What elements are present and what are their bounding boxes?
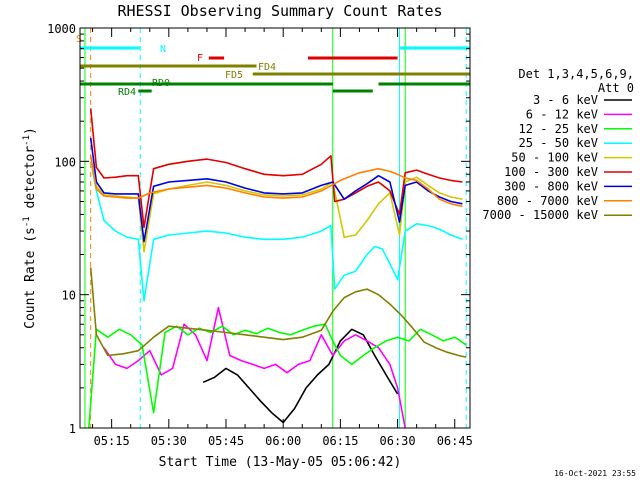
series-line <box>89 155 463 208</box>
y-label-end: ) <box>23 127 38 135</box>
legend-label: 300 - 800 keV <box>504 179 598 193</box>
series-line <box>89 108 463 229</box>
y-label-sup2: -1 <box>22 135 32 146</box>
series-line <box>89 137 463 243</box>
y-label-main: Count Rate (s <box>23 227 38 329</box>
flag-label: S <box>76 34 82 45</box>
timestamp: 16-Oct-2021 23:55 <box>554 469 636 478</box>
plot-frame <box>79 27 471 429</box>
legend-header-2: Att 0 <box>598 81 634 95</box>
x-tick-label: 06:30 <box>380 434 416 448</box>
legend-label: 12 - 25 keV <box>519 122 598 136</box>
series-line <box>89 161 463 302</box>
y-tick-label: 10 <box>62 289 76 303</box>
series-line <box>103 306 406 429</box>
legend-label: 25 - 50 keV <box>519 136 598 150</box>
axis-layer: 1000 100 10 1 05:15 05:30 05:45 06:00 06:15 06:30… <box>47 22 473 448</box>
y-label-mid: detector <box>23 146 38 217</box>
y-tick-label: 1000 <box>47 22 76 36</box>
y-tick-label: 100 <box>54 155 76 169</box>
flag-label: RD0 <box>152 78 170 89</box>
flag-label: N <box>160 44 166 55</box>
y-axis-label: Count Rate (s-1 detector-1) <box>22 127 38 329</box>
legend-label: 800 - 7000 keV <box>497 194 598 208</box>
flag-label: FD5 <box>225 70 243 81</box>
legend-label: 3 - 6 keV <box>533 93 598 107</box>
x-tick-label: 06:15 <box>322 434 358 448</box>
legend-label: 7000 - 15000 keV <box>482 208 598 222</box>
series-layer <box>88 108 467 429</box>
x-tick-label: 05:30 <box>151 434 187 448</box>
flag-layer: N F FD4 FD5 RD0 RD4 S <box>76 34 470 98</box>
y-tick-label: 1 <box>69 422 76 436</box>
x-tick-label: 06:00 <box>265 434 301 448</box>
legend-label: 50 - 100 keV <box>511 151 598 165</box>
legend-label: 100 - 300 keV <box>504 165 598 179</box>
x-tick-label: 06:45 <box>437 434 473 448</box>
x-axis-label: Start Time (13-May-05 05:06:42) <box>159 455 402 470</box>
flag-label: FD4 <box>258 62 276 73</box>
series-line <box>88 323 467 429</box>
legend-label: 6 - 12 keV <box>526 107 598 121</box>
y-label-sup1: -1 <box>22 216 32 227</box>
flag-label: RD4 <box>118 87 136 98</box>
flag-label: F <box>197 53 203 64</box>
x-tick-label: 05:15 <box>94 434 130 448</box>
legend-header-1: Det 1,3,4,5,6,9, <box>518 67 634 81</box>
chart-title: RHESSI Observing Summary Count Rates <box>117 2 442 20</box>
series-line <box>89 267 467 358</box>
series-line <box>202 328 399 424</box>
x-tick-label: 05:45 <box>208 434 244 448</box>
